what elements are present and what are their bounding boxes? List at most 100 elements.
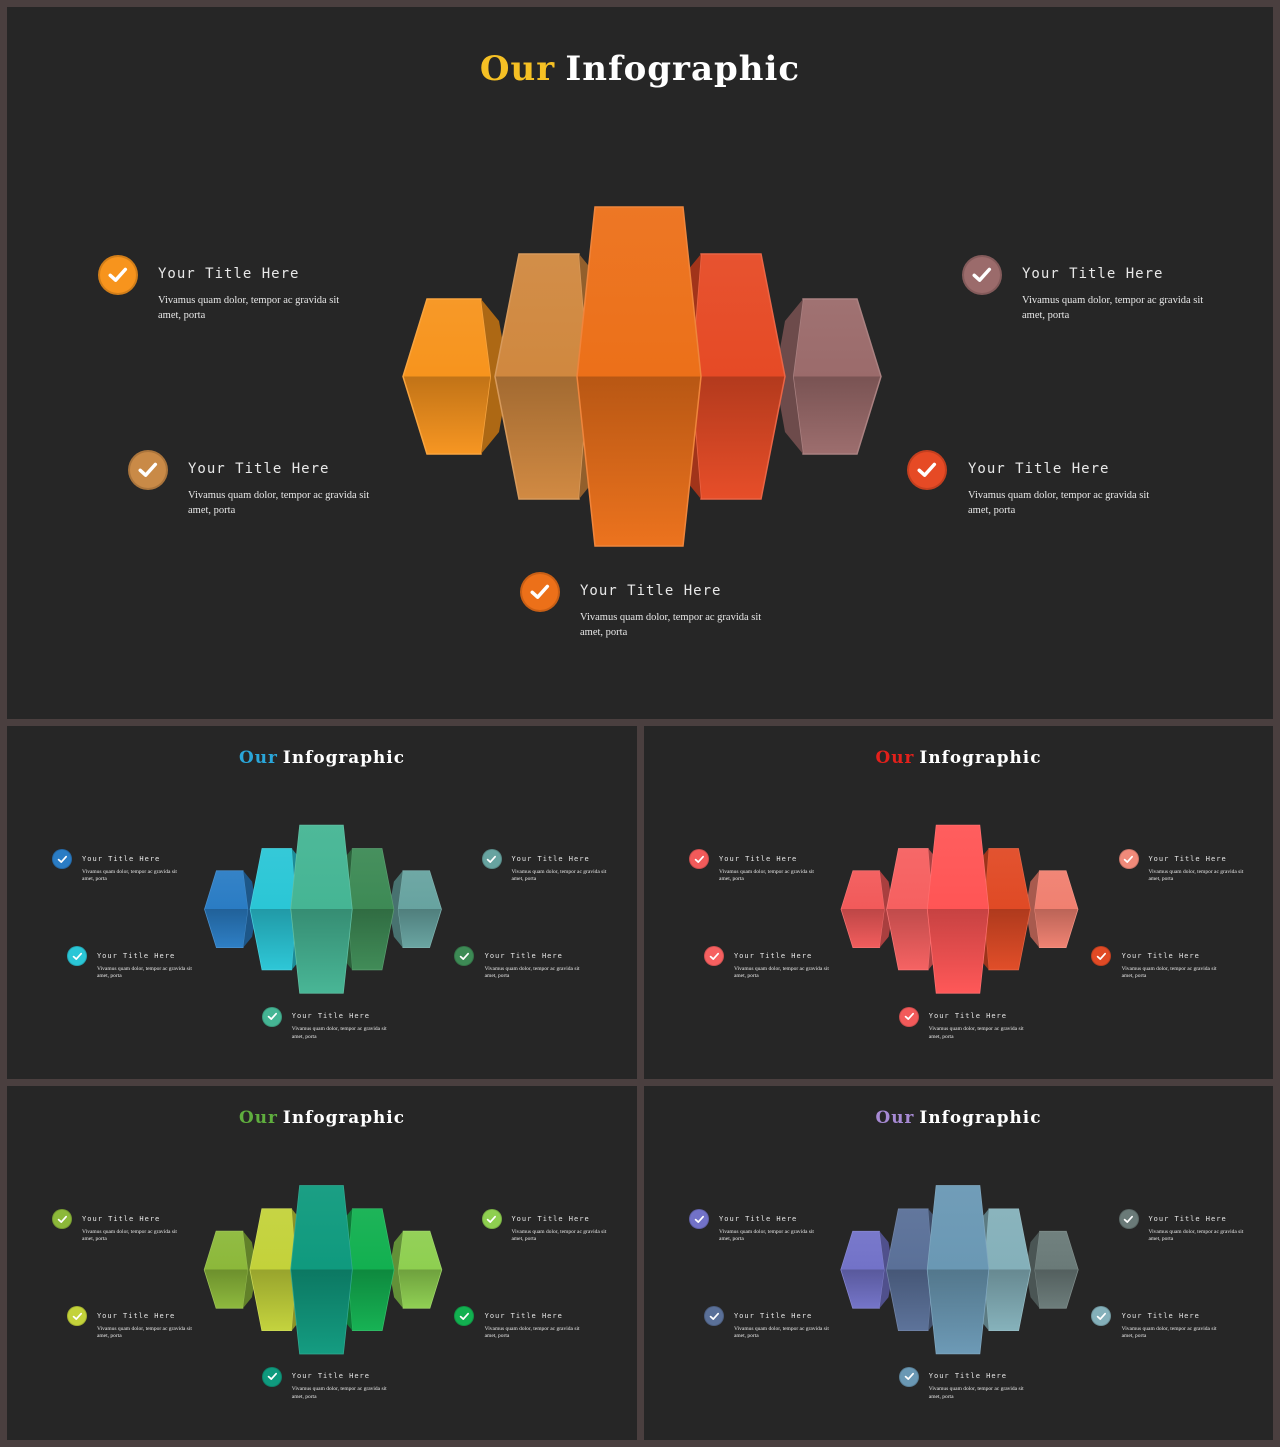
item-title: Your Title Here: [96, 1311, 176, 1320]
item-title: Your Title Here: [158, 266, 300, 282]
item-body: Vivamus quam dolor, tempor ac gravida si…: [158, 295, 340, 321]
slide-title: Our Infographic: [7, 1107, 637, 1127]
check-icon: [899, 1007, 918, 1026]
item-title: Your Title Here: [82, 854, 161, 863]
item-title: Your Title Here: [928, 1012, 1007, 1021]
prism-graphic: [203, 1185, 443, 1355]
item-title: Your Title Here: [1148, 1214, 1227, 1223]
prism-3: [290, 824, 353, 994]
item-body: Vivamus quam dolor, tempor ac gravida si…: [1121, 965, 1217, 980]
item-body: Vivamus quam dolor, tempor ac gravida si…: [928, 1026, 1024, 1040]
slide-title: Our Infographic: [644, 1107, 1273, 1127]
title-accent: Our: [875, 1106, 915, 1127]
item-title: Your Title Here: [1022, 266, 1164, 282]
prism-3: [290, 1185, 353, 1355]
prism-graphic: [204, 824, 442, 994]
item-body: Vivamus quam dolor, tempor ac gravida si…: [733, 965, 829, 980]
item-title: Your Title Here: [291, 1372, 370, 1381]
item-body: Vivamus quam dolor, tempor ac gravida si…: [291, 1386, 387, 1400]
prism-1: [204, 870, 258, 948]
slide-2: Our Infographic Your Title Here Vivamus qua…: [7, 726, 637, 1079]
item-title: Your Title Here: [1148, 854, 1227, 863]
prism-1: [840, 1230, 894, 1309]
check-icon: [1119, 1210, 1138, 1229]
item-title: Your Title Here: [928, 1372, 1007, 1381]
item-title: Your Title Here: [1121, 951, 1200, 960]
item-body: Vivamus quam dolor, tempor ac gravida si…: [1148, 868, 1244, 883]
item-title: Your Title Here: [511, 854, 590, 863]
item-title: Your Title Here: [82, 1214, 161, 1223]
prism-1: [402, 298, 509, 455]
item-body: Vivamus quam dolor, tempor ac gravida si…: [719, 1228, 814, 1243]
check-icon: [262, 1007, 281, 1026]
item-body: Vivamus quam dolor, tempor ac gravida si…: [484, 965, 580, 980]
item-title: Your Title Here: [484, 1311, 563, 1320]
prism-3: [926, 824, 990, 994]
item-body: Vivamus quam dolor, tempor ac gravida si…: [1121, 1325, 1217, 1340]
slide-3: Our Infographic Your Title Here Vivamus qua…: [644, 726, 1273, 1079]
item-title: Your Title Here: [733, 1311, 813, 1320]
check-icon: [68, 947, 87, 966]
slide-title: Our Infographic: [7, 747, 637, 767]
check-icon: [68, 1307, 87, 1326]
item-title: Your Title Here: [968, 461, 1110, 477]
title-accent: Our: [479, 49, 556, 89]
check-icon: [1092, 947, 1111, 966]
slide-1: Our Infographic Your Title Here Vivamus qua…: [7, 7, 1273, 719]
prism-3: [926, 1185, 990, 1355]
item-title: Your Title Here: [188, 461, 330, 477]
item-title: Your Title Here: [733, 951, 813, 960]
check-icon: [482, 850, 501, 869]
item-title: Your Title Here: [580, 583, 722, 599]
title-rest: Infographic: [919, 1106, 1042, 1127]
prism-graphic: [402, 206, 882, 547]
title-rest: Infographic: [282, 746, 405, 767]
item-body: Vivamus quam dolor, tempor ac gravida si…: [1148, 1228, 1244, 1243]
check-icon: [522, 574, 558, 610]
check-icon: [53, 1210, 72, 1229]
check-icon: [455, 1307, 474, 1326]
item-body: Vivamus quam dolor, tempor ac gravida si…: [580, 612, 762, 638]
item-body: Vivamus quam dolor, tempor ac gravida si…: [1022, 295, 1204, 321]
slide-4: Our Infographic Your Title Here Vivamus qua…: [7, 1086, 637, 1440]
check-icon: [690, 1210, 709, 1229]
prism-1: [840, 870, 894, 948]
title-rest: Infographic: [919, 746, 1042, 767]
item-body: Vivamus quam dolor, tempor ac gravida si…: [96, 965, 192, 980]
title-accent: Our: [239, 746, 278, 767]
item-body: Vivamus quam dolor, tempor ac gravida si…: [484, 1325, 580, 1340]
item-title: Your Title Here: [719, 854, 798, 863]
check-icon: [705, 947, 724, 966]
item-body: Vivamus quam dolor, tempor ac gravida si…: [968, 490, 1150, 516]
item-body: Vivamus quam dolor, tempor ac gravida si…: [928, 1386, 1024, 1400]
item-body: Vivamus quam dolor, tempor ac gravida si…: [82, 1228, 177, 1243]
title-accent: Our: [875, 746, 915, 767]
check-icon: [100, 257, 136, 293]
prism-5: [1025, 1230, 1079, 1309]
prism-3: [576, 206, 702, 547]
check-icon: [690, 850, 709, 869]
check-icon: [909, 452, 945, 488]
check-icon: [455, 947, 474, 966]
item-title: Your Title Here: [96, 951, 176, 960]
item-title: Your Title Here: [511, 1214, 590, 1223]
check-icon: [53, 850, 72, 869]
check-icon: [705, 1307, 724, 1326]
prism-graphic: [840, 1185, 1079, 1355]
item-title: Your Title Here: [291, 1012, 370, 1021]
item-body: Vivamus quam dolor, tempor ac gravida si…: [511, 1228, 607, 1243]
title-rest: Infographic: [565, 49, 801, 89]
check-icon: [1092, 1307, 1111, 1326]
item-body: Vivamus quam dolor, tempor ac gravida si…: [733, 1325, 829, 1340]
check-icon: [1119, 850, 1138, 869]
slide-title: Our Infographic: [644, 747, 1273, 767]
prism-5: [389, 1230, 443, 1309]
item-body: Vivamus quam dolor, tempor ac gravida si…: [82, 868, 177, 883]
prism-1: [203, 1230, 257, 1309]
item-body: Vivamus quam dolor, tempor ac gravida si…: [511, 868, 607, 883]
prism-5: [1025, 870, 1079, 948]
check-icon: [482, 1210, 501, 1229]
item-body: Vivamus quam dolor, tempor ac gravida si…: [188, 490, 370, 516]
item-title: Your Title Here: [719, 1214, 798, 1223]
check-icon: [130, 452, 166, 488]
